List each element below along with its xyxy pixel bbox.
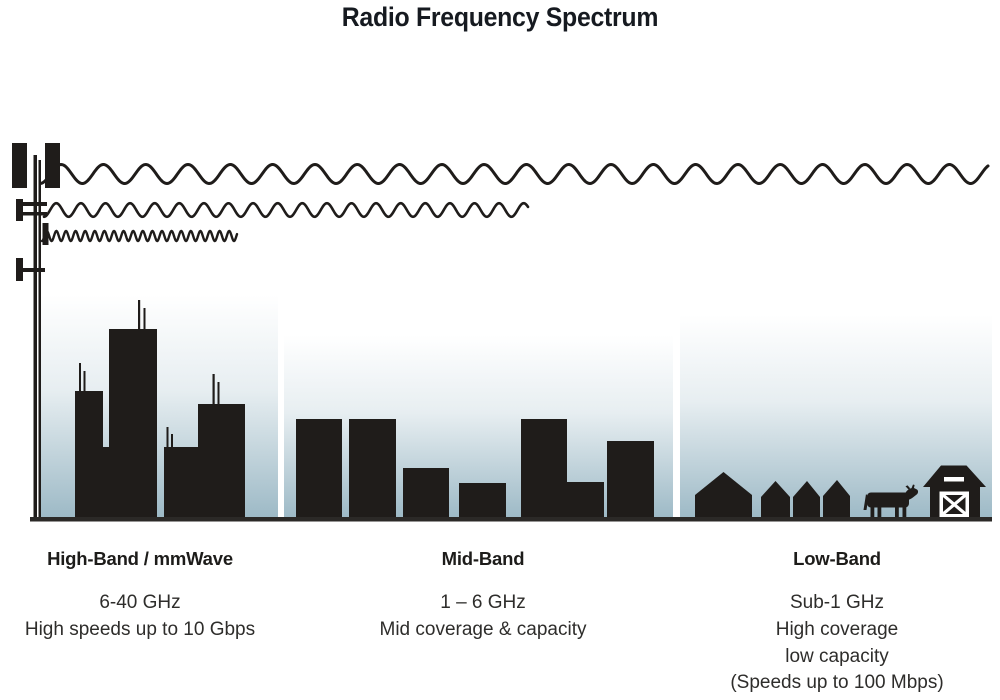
building-icon [521,419,604,521]
low-band-speed-note: (Speeds up to 100 Mbps) [730,672,944,694]
skyscraper-icon [198,374,245,521]
skyscraper-icon [75,363,103,521]
house-icon [823,480,850,519]
building-icon [607,441,654,521]
spectrum-illustration [12,143,992,522]
mid-band-label: Mid-Band 1 – 6 GHz Mid coverage & capaci… [358,548,608,644]
high-band-label: High-Band / mmWave 6-40 GHz High speeds … [15,548,265,644]
barn-icon [923,465,986,517]
building-icon [296,419,342,521]
building-icon [459,483,506,521]
medium-wavelength-wave [42,201,530,219]
cow-icon [863,484,919,517]
mid-band-skyline [296,419,654,521]
long-wavelength-wave [38,162,990,186]
mid-band-description: Mid coverage & capacity [379,618,587,640]
low-band-frequency: Sub-1 GHz [790,592,884,613]
building-icon [349,419,396,521]
low-band-title: Low-Band [793,548,881,569]
ground-line [30,517,992,522]
high-band-description: High speeds up to 10 Gbps [24,618,256,640]
low-band-description: High coverage [775,618,899,640]
high-band-title: High-Band / mmWave [47,548,233,569]
low-band-description: low capacity [785,645,889,667]
high-band-frequency: 6-40 GHz [99,592,181,613]
low-band-label: Low-Band Sub-1 GHz High coverage low cap… [712,548,962,697]
short-wavelength-wave [40,229,239,243]
high-band-skyline [75,300,245,521]
skyscraper-icon [164,427,198,521]
house-icon [793,481,820,519]
house-icon [761,481,790,519]
mid-band-frequency: 1 – 6 GHz [440,592,526,613]
cell-tower-icon [12,143,60,521]
house-icon [695,472,752,519]
building-icon [403,468,449,521]
radio-waves [38,162,990,243]
page-title: Radio Frequency Spectrum [341,2,659,32]
skyscraper-icon [109,300,157,521]
low-band-farm [695,465,986,519]
mid-band-title: Mid-Band [441,548,525,569]
